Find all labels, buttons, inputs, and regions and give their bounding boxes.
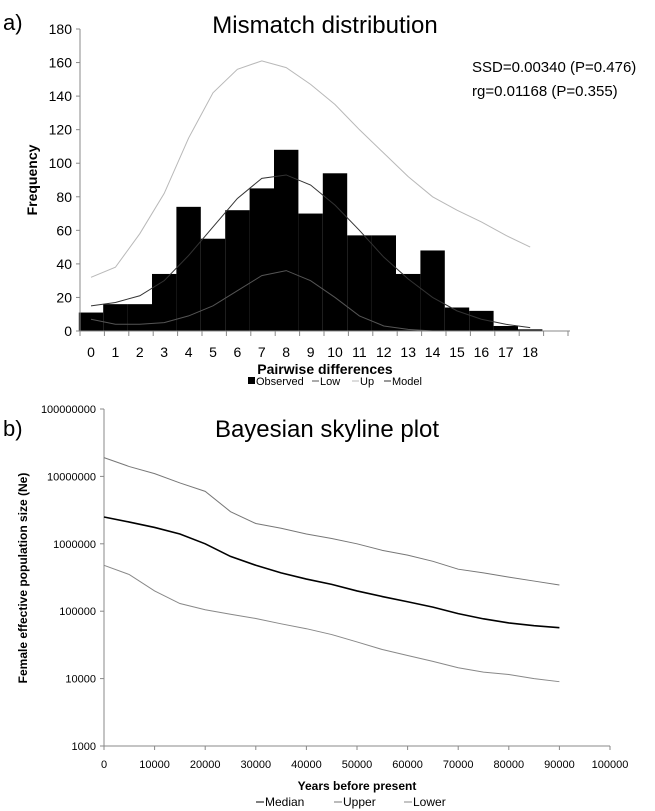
mismatch-y-tick-label: 80 [56,189,72,205]
legend-label-up: Up [360,376,374,388]
mismatch-y-tick-label: 40 [56,256,72,272]
skyline-x-tick-label: 60000 [392,759,423,771]
skyline-x-tick-label: 100000 [592,759,629,771]
observed-bar [103,304,128,331]
mismatch-x-tick-label: 18 [522,344,538,360]
skyline-panel: b) Bayesian skyline plot Female effectiv… [3,404,628,809]
skyline-y-tick-label: 10000 [65,674,96,686]
mismatch-x-tick-label: 17 [498,344,514,360]
skyline-y-tick-label: 100000 [59,606,96,618]
legend-swatch-observed [248,377,255,384]
mismatch-line-up [90,60,531,278]
mismatch-y-tick-label: 20 [56,289,72,305]
mismatch-y-axis-label: Frequency [24,144,40,215]
mismatch-x-tick-label: 0 [87,344,95,360]
skyline-legend-label-upper: Upper [343,795,376,809]
mismatch-x-tick-label: 4 [185,344,193,360]
observed-bar [200,238,226,331]
mismatch-x-tick-label: 11 [352,344,367,360]
mismatch-x-tick-label: 3 [160,344,168,360]
legend-label-model: Model [392,376,422,388]
mismatch-x-tick-label: 9 [307,344,315,360]
mismatch-y-tick-label: 160 [49,55,73,71]
skyline-y-tick-label: 1000000 [53,539,96,551]
skyline-x-tick-label: 10000 [139,759,170,771]
mismatch-line-model [90,174,531,329]
observed-bar [225,210,250,331]
skyline-x-tick-label: 20000 [190,759,221,771]
skyline-title: Bayesian skyline plot [215,416,439,443]
legend-label-observed: Observed [256,376,304,388]
mismatch-x-tick-label: 14 [425,344,441,360]
observed-bar [347,235,372,331]
mismatch-x-tick-label: 10 [327,344,343,360]
mismatch-title: Mismatch distribution [212,12,437,39]
skyline-y-axis-label: Female effective population size (Ne) [16,473,30,684]
mismatch-x-tick-label: 13 [400,344,416,360]
mismatch-x-tick-label: 1 [112,344,120,360]
observed-bar [493,325,518,331]
mismatch-x-tick-label: 16 [474,344,490,360]
mismatch-y-tick-label: 140 [49,88,73,104]
skyline-legend-label-median: Median [265,795,304,809]
skyline-x-tick-label: 90000 [544,759,575,771]
observed-bar [152,273,177,331]
skyline-line-upper [103,457,560,586]
mismatch-distribution-panel: a) Mismatch distribution SSD=0.00340 (P=… [3,10,636,388]
mismatch-x-tick-label: 12 [376,344,392,360]
legend-label-low: Low [320,376,340,388]
observed-bar [518,329,543,331]
skyline-y-tick-label: 1000 [72,741,96,753]
skyline-y-tick-label: 10000000 [47,471,96,483]
mismatch-x-tick-label: 5 [209,344,217,360]
mismatch-y-tick-label: 60 [56,222,72,238]
observed-bar [322,173,348,331]
skyline-legend-label-lower: Lower [413,795,446,809]
skyline-x-tick-label: 40000 [291,759,322,771]
skyline-y-tick-label: 100000000 [41,404,96,416]
observed-bar [298,213,323,331]
skyline-x-tick-label: 70000 [443,759,474,771]
skyline-line-lower [103,564,560,683]
mismatch-y-tick-label: 100 [49,155,73,171]
mismatch-x-tick-label: 7 [258,344,266,360]
skyline-x-tick-label: 0 [101,759,107,771]
observed-bar [249,188,274,331]
skyline-x-axis-label: Years before present [298,779,417,793]
mismatch-y-tick-label: 180 [49,21,73,37]
skyline-x-tick-label: 50000 [342,759,373,771]
ssd-annotation: SSD=0.00340 (P=0.476) [472,59,636,76]
observed-bar [127,304,152,331]
mismatch-x-axis-label: Pairwise differences [257,361,393,377]
observed-bar [396,273,421,331]
observed-bar [78,312,104,331]
skyline-x-tick-label: 30000 [241,759,272,771]
panel-label-b: b) [3,416,23,441]
observed-bar [371,235,396,331]
mismatch-x-tick-label: 6 [234,344,242,360]
rg-annotation: rg=0.01168 (P=0.355) [472,83,618,100]
observed-bar [469,310,494,331]
observed-bar [274,149,299,331]
mismatch-y-tick-label: 120 [49,122,73,138]
panel-label-a: a) [3,10,23,35]
mismatch-x-tick-label: 2 [136,344,144,360]
skyline-line-median [103,516,560,629]
mismatch-x-tick-label: 8 [282,344,290,360]
observed-bar [176,206,201,331]
skyline-x-tick-label: 80000 [494,759,525,771]
mismatch-x-tick-label: 15 [449,344,465,360]
mismatch-y-tick-label: 0 [64,323,72,339]
